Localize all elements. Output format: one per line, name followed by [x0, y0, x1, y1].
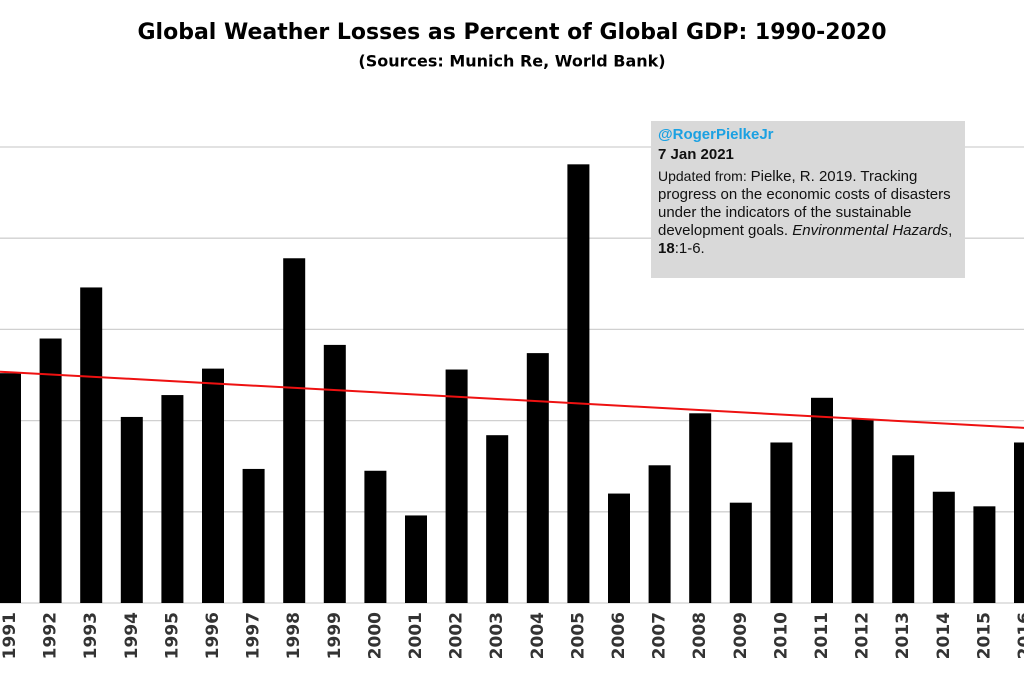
- bar: [689, 413, 712, 603]
- x-tick-label: 2004: [528, 612, 548, 659]
- bar: [323, 344, 346, 603]
- x-tick-label: 2005: [568, 612, 588, 659]
- bar: [851, 418, 874, 603]
- x-tick-label: 2007: [650, 612, 670, 659]
- bar: [80, 287, 103, 603]
- x-tick-label: 1992: [41, 612, 61, 659]
- x-tick-label: 2003: [487, 612, 507, 659]
- bar: [120, 416, 143, 603]
- x-tick-label: 2009: [731, 612, 751, 659]
- trend-line-extension: [0, 370, 11, 374]
- bar: [364, 470, 387, 603]
- chart-subtitle: (Sources: Munich Re, World Bank): [358, 52, 665, 71]
- bar: [729, 502, 752, 603]
- citation-part: ,: [948, 222, 953, 239]
- x-tick-label: 1991: [0, 612, 20, 659]
- annotation-date: 7 Jan 2021: [658, 146, 734, 163]
- x-tick-label: 1999: [325, 612, 345, 659]
- x-tick-label: 2016: [1015, 612, 1024, 659]
- annotation-box: @RogerPielkeJr 7 Jan 2021 Updated from: …: [651, 121, 965, 278]
- chart-title: Global Weather Losses as Percent of Glob…: [138, 20, 887, 45]
- trend-line: [9, 371, 1024, 429]
- bar: [526, 353, 549, 603]
- bar: [973, 506, 996, 603]
- x-tick-label: 1993: [81, 612, 101, 659]
- x-tick-label: 1994: [122, 612, 142, 659]
- bar: [0, 373, 21, 603]
- citation-part: :1-6.: [674, 240, 705, 257]
- bar: [242, 468, 265, 603]
- x-tick-label: 2001: [406, 612, 426, 659]
- x-tick-label: 2006: [609, 612, 629, 659]
- x-tick-label: 2000: [365, 612, 385, 659]
- x-tick-label: 1998: [284, 612, 304, 659]
- bar: [1014, 442, 1024, 603]
- x-tick-label: 1995: [162, 612, 182, 659]
- x-tick-label: 2002: [447, 612, 467, 659]
- annotation-handle: @RogerPielkeJr: [658, 126, 774, 143]
- x-tick-label: 2013: [893, 612, 913, 659]
- bar: [932, 491, 955, 603]
- x-tick-label: 2008: [690, 612, 710, 659]
- bar: [486, 435, 509, 603]
- bar: [608, 493, 630, 603]
- bar: [283, 258, 306, 603]
- x-tick-label: 2012: [853, 612, 873, 659]
- bar: [811, 397, 833, 603]
- x-tick-label: 2015: [974, 612, 994, 659]
- citation-part: Pielke, R. 2019. Tracking progress on th…: [658, 168, 951, 239]
- x-tick-label: 1996: [203, 612, 223, 659]
- annotation-citation: Updated from: Pielke, R. 2019. Tracking …: [658, 167, 958, 258]
- bar: [648, 465, 671, 603]
- bar: [567, 164, 590, 603]
- x-tick-label: 2010: [771, 612, 791, 659]
- x-tick-label: 2014: [934, 612, 954, 659]
- x-tick-label: 2011: [812, 612, 832, 659]
- x-tick-label: 1997: [244, 612, 264, 659]
- citation-part: Environmental Hazards: [792, 222, 949, 239]
- bar: [405, 515, 427, 603]
- bar: [892, 455, 915, 603]
- bar: [770, 442, 793, 603]
- citation-part: Updated from:: [658, 168, 751, 184]
- bar: [202, 368, 224, 603]
- bar: [161, 395, 184, 603]
- bar: [39, 338, 62, 603]
- citation-part: 18: [658, 240, 675, 257]
- bar: [445, 369, 468, 603]
